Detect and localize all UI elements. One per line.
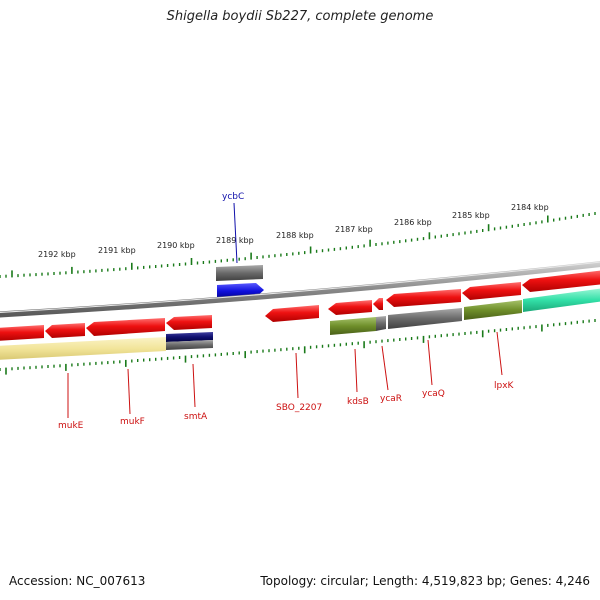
ycaR-label[interactable]: ycaR xyxy=(380,394,402,404)
lpxK-olive-feature[interactable] xyxy=(464,300,522,320)
scale-label-2186: 2186 kbp xyxy=(394,218,432,227)
ycaR-label-line xyxy=(381,345,389,391)
smtA-label-line xyxy=(192,363,196,408)
smtA-label[interactable]: smtA xyxy=(184,412,208,422)
outer-scale-ring xyxy=(0,212,596,278)
smtA-gray-feature[interactable] xyxy=(166,340,213,350)
gene-arrow-373[interactable] xyxy=(373,298,383,310)
gene-arrow-left-3[interactable] xyxy=(86,318,165,336)
scale-label-2187: 2187 kbp xyxy=(335,225,373,234)
accession-text: Accession: NC_007613 xyxy=(9,574,146,588)
genome-backbone xyxy=(0,261,600,318)
navy-feature[interactable] xyxy=(166,332,213,342)
yellow-feature[interactable] xyxy=(0,337,166,360)
ycaR-gray-feature[interactable] xyxy=(376,316,386,331)
gene-arrow-386[interactable] xyxy=(386,289,461,307)
gene-arrow-left-1[interactable] xyxy=(0,325,44,341)
gene-arrow-sbo2207[interactable] xyxy=(265,305,319,322)
scale-label-2184: 2184 kbp xyxy=(511,203,549,212)
lpxK-label[interactable]: lpxK xyxy=(494,381,515,391)
kdsB-label-line xyxy=(354,348,358,393)
scale-label-2185: 2185 kbp xyxy=(452,211,490,220)
ycaQ-label-line xyxy=(427,339,433,386)
scale-label-2190: 2190 kbp xyxy=(157,241,195,250)
scale-label-2188: 2188 kbp xyxy=(276,231,314,240)
gene-arrow-462[interactable] xyxy=(462,282,521,300)
mukF-label[interactable]: mukF xyxy=(120,417,145,427)
scale-label-2189: 2189 kbp xyxy=(216,236,254,245)
gene-labels: mukE mukF smtA SBO_2207 kdsB ycaR ycaQ l… xyxy=(58,331,515,431)
ycbC-label-line xyxy=(233,202,238,264)
gene-arrow-left-4[interactable] xyxy=(166,315,212,330)
scale-labels: 2192 kbp 2191 kbp 2190 kbp 2189 kbp 2188… xyxy=(38,203,549,259)
SBO_2207-label[interactable]: SBO_2207 xyxy=(276,403,322,413)
mukE-label[interactable]: mukE xyxy=(58,421,84,431)
backbone-highlight xyxy=(0,261,600,313)
ycbC-gray-feature[interactable] xyxy=(216,265,263,281)
lpxK-label-line xyxy=(496,331,503,376)
topology-text: Topology: circular; Length: 4,519,823 bp… xyxy=(260,574,590,588)
kdsB-label[interactable]: kdsB xyxy=(347,397,369,407)
map-title: Shigella boydii Sb227, complete genome xyxy=(166,9,434,24)
ycbC-label[interactable]: ycbC xyxy=(222,192,244,202)
mukF-label-line xyxy=(127,368,131,415)
scale-label-2191: 2191 kbp xyxy=(98,246,136,255)
kdsB-olive-feature[interactable] xyxy=(330,317,376,335)
scale-label-2192: 2192 kbp xyxy=(38,250,76,259)
ycaQ-gray-feature[interactable] xyxy=(388,308,462,329)
ycaQ-label[interactable]: ycaQ xyxy=(422,389,445,399)
SBO_2207-label-line xyxy=(295,352,299,399)
gene-arrow-left-2[interactable] xyxy=(45,323,85,338)
inner-scale-ring xyxy=(0,319,596,375)
teal-feature[interactable] xyxy=(523,288,600,312)
gene-arrow-522[interactable] xyxy=(522,270,600,292)
gene-arrow-328[interactable] xyxy=(328,300,372,315)
